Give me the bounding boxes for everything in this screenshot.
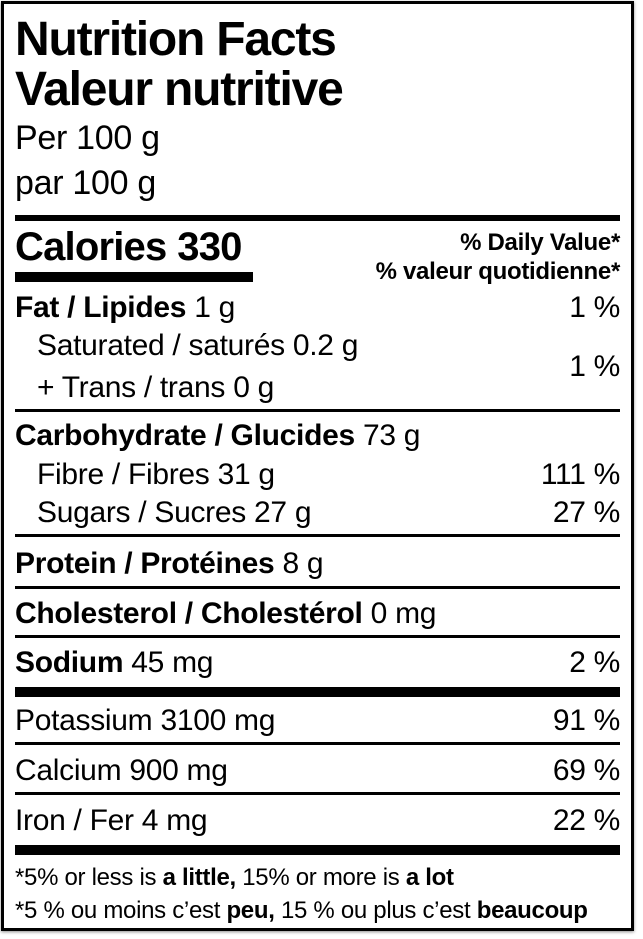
nutrient-amount: 8 g	[282, 547, 324, 580]
footnote-text: 15% or more is	[235, 864, 406, 891]
daily-value-percent: 69 %	[552, 754, 620, 787]
row-sugars: Sugars / Sucres 27 g 27 %	[15, 496, 620, 530]
row-saturated-trans: Saturated / saturés 0.2 g + Trans / trans…	[15, 329, 620, 405]
footnote-french: *5 % ou moins c’est peu, 15 % ou plus c’…	[15, 894, 620, 927]
footnote-text: *5 % ou moins c’est	[15, 897, 227, 924]
separator-thick-bottom	[15, 845, 620, 855]
row-cholesterol: Cholesterol / Cholestérol 0 mg	[15, 597, 620, 631]
nutrient-label: Cholesterol / Cholestérol	[15, 597, 363, 630]
nutrient-label: Carbohydrate / Glucides	[15, 419, 355, 452]
footnote-text-bold: peu,	[226, 897, 275, 924]
nutrient-amount: 0.2 g	[292, 329, 359, 362]
daily-value-percent: 27 %	[552, 496, 620, 529]
nutrient-label: Protein / Protéines	[15, 547, 275, 580]
nutrient-label: Saturated / saturés	[37, 329, 285, 362]
separator-thin	[15, 635, 620, 638]
nutrient-label: + Trans / trans	[37, 371, 226, 404]
daily-value-percent: 1 %	[569, 291, 620, 324]
daily-value-percent: 2 %	[569, 646, 620, 679]
nutrient-amount: 31 g	[217, 458, 276, 491]
nutrient-amount: 1 g	[194, 291, 236, 324]
row-saturated: Saturated / saturés 0.2 g	[15, 329, 358, 363]
calories-line: Calories 330	[15, 225, 253, 269]
nutrient-label: Potassium	[15, 704, 153, 737]
row-trans: + Trans / trans 0 g	[15, 371, 358, 405]
nutrient-amount: 0 g	[233, 371, 274, 404]
label-header: Nutrition Facts Valeur nutritive Per 100…	[15, 4, 620, 205]
row-iron: Iron / Fer 4 mg 22 %	[15, 804, 620, 838]
daily-value-percent: 22 %	[552, 804, 620, 837]
title-english: Nutrition Facts	[15, 13, 337, 66]
footnote-text-bold: a lot	[405, 864, 454, 891]
nutrient-amount: 27 g	[254, 496, 312, 529]
nutrient-name: Fibre / Fibres 31 g	[15, 458, 275, 492]
daily-value-percent: 1 %	[569, 350, 620, 383]
calories-block: Calories 330	[15, 225, 253, 282]
row-sodium: Sodium 45 mg 2 %	[15, 646, 620, 680]
daily-value-header-french: % valeur quotidienne*	[375, 258, 621, 285]
nutrient-name: Protein / Protéines 8 g	[15, 547, 324, 581]
separator-heavy-top	[15, 215, 620, 221]
nutrient-label: Sodium	[15, 646, 124, 679]
nutrient-label: Fat / Lipides	[15, 291, 187, 324]
footnote-text: *5% or less is	[15, 864, 163, 891]
nutrient-name: Sugars / Sucres 27 g	[15, 496, 312, 530]
daily-value-header: % Daily Value* % valeur quotidienne*	[375, 225, 621, 286]
nutrient-name: Potassium 3100 mg	[15, 704, 275, 738]
nutrient-amount: 0 mg	[370, 597, 437, 630]
row-calcium: Calcium 900 mg 69 %	[15, 754, 620, 788]
nutrient-amount: 3100 mg	[160, 704, 276, 737]
separator-thick	[15, 687, 620, 697]
daily-value-percent: 111 %	[540, 458, 620, 491]
nutrient-name: Calcium 900 mg	[15, 754, 228, 788]
footnote-text-bold: a little,	[162, 864, 237, 891]
nutrient-name: Fat / Lipides 1 g	[15, 291, 235, 325]
nutrient-amount: 4 mg	[141, 804, 208, 837]
daily-value-header-english: % Daily Value*	[460, 229, 620, 256]
nutrient-label: Fibre / Fibres	[37, 458, 210, 491]
nutrient-amount: 45 mg	[131, 646, 214, 679]
serving-size-english: Per 100 g	[15, 119, 160, 157]
calories-section: Calories 330 % Daily Value* % valeur quot…	[15, 225, 620, 286]
calories-label: Calories	[15, 225, 167, 269]
separator-thin	[15, 792, 620, 795]
separator-thin	[15, 586, 620, 589]
nutrient-name: Sodium 45 mg	[15, 646, 213, 680]
row-protein: Protein / Protéines 8 g	[15, 547, 620, 581]
nutrient-label: Iron / Fer	[15, 804, 134, 837]
serving-size-french: par 100 g	[15, 164, 156, 202]
row-potassium: Potassium 3100 mg 91 %	[15, 704, 620, 738]
nutrient-amount: 900 mg	[129, 754, 228, 787]
footnote-text-bold: beaucoup	[476, 897, 588, 924]
nutrient-name: Iron / Fer 4 mg	[15, 804, 208, 838]
nutrient-label: Sugars / Sucres	[37, 496, 246, 529]
separator-thin	[15, 534, 620, 537]
row-fat: Fat / Lipides 1 g 1 %	[15, 291, 620, 325]
saturated-trans-lines: Saturated / saturés 0.2 g + Trans / trans…	[15, 329, 358, 405]
daily-value-percent: 91 %	[552, 704, 620, 737]
nutrition-facts-label: Nutrition Facts Valeur nutritive Per 100…	[1, 1, 634, 931]
row-fibre: Fibre / Fibres 31 g 111 %	[15, 458, 620, 492]
nutrient-label: Calcium	[15, 754, 122, 787]
separator-thin	[15, 409, 620, 412]
separator-thin	[15, 742, 620, 745]
calories-underline-bar	[15, 272, 253, 282]
footnote-text: 15 % ou plus c’est	[274, 897, 477, 924]
nutrient-name: Cholesterol / Cholestérol 0 mg	[15, 597, 436, 631]
calories-value: 330	[177, 225, 242, 269]
nutrient-amount: 73 g	[362, 419, 421, 452]
nutrient-name: Carbohydrate / Glucides 73 g	[15, 419, 420, 453]
row-carbohydrate: Carbohydrate / Glucides 73 g	[15, 419, 620, 453]
footnote-english: *5% or less is a little, 15% or more is …	[15, 861, 620, 894]
title-french: Valeur nutritive	[15, 63, 344, 116]
